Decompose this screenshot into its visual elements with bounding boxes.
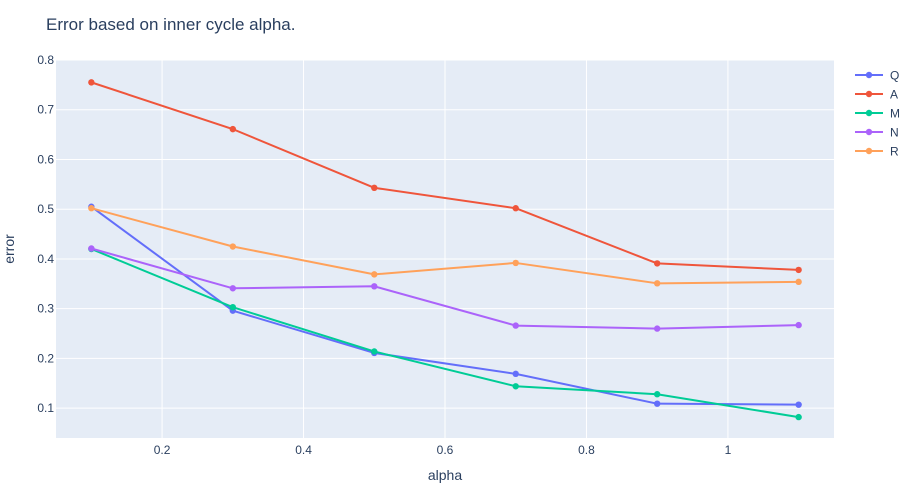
y-axis-label: error bbox=[1, 234, 17, 264]
legend-label: M bbox=[890, 107, 900, 121]
legend-marker bbox=[865, 128, 873, 136]
legend-marker bbox=[865, 71, 873, 79]
data-point-R[interactable] bbox=[371, 271, 378, 278]
series-line-M bbox=[90, 248, 799, 419]
y-tick-label: 0.3 bbox=[37, 302, 54, 316]
legend-marker bbox=[865, 147, 873, 155]
y-tick-label: 0.4 bbox=[37, 252, 54, 266]
data-point-N[interactable] bbox=[512, 322, 519, 329]
data-point-A[interactable] bbox=[795, 266, 802, 274]
data-point-Q[interactable] bbox=[795, 401, 802, 408]
series-A bbox=[88, 79, 802, 274]
data-point-M[interactable] bbox=[371, 348, 378, 355]
data-point-A[interactable] bbox=[653, 260, 661, 267]
series-R bbox=[88, 205, 802, 287]
x-tick-label: 0.4 bbox=[295, 443, 312, 457]
data-point-M[interactable] bbox=[229, 303, 237, 311]
data-point-R[interactable] bbox=[229, 243, 237, 250]
series-M bbox=[88, 245, 802, 421]
series-line-R bbox=[91, 207, 799, 285]
legend-item-Q[interactable]: Q bbox=[855, 69, 899, 83]
data-point-A[interactable] bbox=[371, 184, 378, 192]
y-tick-label: 0.5 bbox=[37, 202, 54, 216]
legend-label: Q bbox=[890, 69, 899, 83]
series-line-A bbox=[91, 81, 799, 271]
y-tick-label: 0.2 bbox=[37, 351, 54, 365]
grid bbox=[56, 59, 834, 438]
y-tick-label: 0.7 bbox=[37, 103, 54, 117]
chart-title: Error based on inner cycle alpha. bbox=[46, 15, 295, 34]
legend-marker bbox=[865, 90, 873, 98]
data-point-N[interactable] bbox=[229, 285, 237, 292]
legend-label: N bbox=[890, 126, 899, 140]
data-point-A[interactable] bbox=[229, 125, 237, 133]
series-N bbox=[88, 245, 802, 332]
series-line-N bbox=[91, 247, 799, 330]
data-point-A[interactable] bbox=[88, 79, 95, 86]
data-point-N[interactable] bbox=[371, 283, 378, 290]
x-tick-label: 0.8 bbox=[578, 443, 595, 457]
legend-label: A bbox=[890, 88, 898, 102]
x-axis-label: alpha bbox=[428, 467, 462, 483]
x-tick-label: 0.6 bbox=[437, 443, 454, 457]
data-point-N[interactable] bbox=[653, 325, 661, 332]
series-line-Q bbox=[90, 205, 799, 406]
legend-label: R bbox=[890, 145, 899, 159]
data-point-M[interactable] bbox=[795, 413, 802, 421]
legend-item-R[interactable]: R bbox=[855, 145, 899, 159]
data-point-A[interactable] bbox=[512, 205, 519, 212]
data-point-N[interactable] bbox=[795, 321, 802, 329]
data-point-R[interactable] bbox=[795, 278, 802, 286]
y-tick-label: 0.1 bbox=[37, 401, 54, 415]
y-tick-label: 0.8 bbox=[37, 53, 54, 67]
legend-item-A[interactable]: A bbox=[855, 88, 898, 102]
data-point-R[interactable] bbox=[512, 259, 519, 267]
data-point-R[interactable] bbox=[88, 205, 95, 212]
data-point-R[interactable] bbox=[653, 280, 661, 287]
series-layer bbox=[88, 79, 802, 421]
data-point-Q[interactable] bbox=[653, 400, 661, 407]
data-point-M[interactable] bbox=[653, 391, 661, 398]
legend-item-N[interactable]: N bbox=[855, 126, 899, 140]
data-point-N[interactable] bbox=[88, 245, 95, 252]
x-tick-label: 0.2 bbox=[154, 443, 171, 457]
data-point-M[interactable] bbox=[512, 383, 519, 390]
legend-marker bbox=[865, 109, 873, 117]
legend-item-M[interactable]: M bbox=[855, 107, 900, 121]
x-tick-label: 1 bbox=[725, 443, 732, 457]
y-axis-ticks: 0.1 0.2 0.3 0.4 0.5 0.6 0.7 0.8 bbox=[37, 53, 54, 415]
data-point-Q[interactable] bbox=[512, 370, 519, 378]
y-tick-label: 0.6 bbox=[37, 152, 54, 166]
x-axis-ticks: 0.2 0.4 0.6 0.8 1 bbox=[154, 443, 732, 457]
